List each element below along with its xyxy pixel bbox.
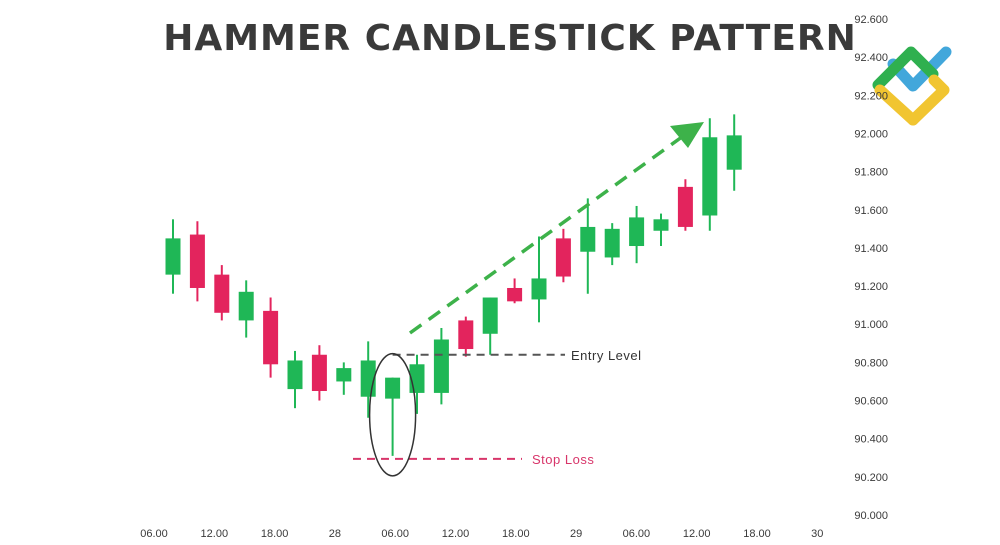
candle-body-bearish — [507, 287, 523, 302]
candle-body-bearish — [263, 310, 279, 365]
candle-body-bearish — [189, 234, 205, 288]
candle — [482, 297, 498, 355]
x-tick-label: 12.00 — [201, 528, 229, 540]
candle — [336, 362, 352, 395]
candle — [458, 316, 474, 357]
x-tick-label: 28 — [329, 528, 341, 540]
candle — [531, 236, 547, 323]
candle — [263, 297, 279, 378]
candle — [409, 354, 425, 414]
candle — [238, 280, 254, 338]
candle-body-bullish — [287, 360, 303, 390]
candle-body-bullish — [726, 135, 742, 170]
y-tick-label: 92.200 — [854, 90, 888, 102]
candle-body-bullish — [385, 377, 401, 399]
chart-title: HAMMER CANDLESTICK PATTERN — [163, 18, 857, 59]
candle-body-bullish — [580, 226, 596, 252]
candle — [702, 118, 718, 231]
candle — [726, 114, 742, 191]
candle — [555, 228, 571, 283]
candle-body-bullish — [653, 219, 669, 231]
candle-body-bearish — [214, 274, 230, 313]
stop-loss-label: Stop Loss — [532, 452, 594, 467]
x-tick-label: 12.00 — [683, 528, 711, 540]
y-tick-label: 91.800 — [854, 167, 888, 179]
y-tick-label: 92.000 — [854, 128, 888, 140]
candle-body-bullish — [433, 339, 449, 393]
y-tick-label: 91.000 — [854, 319, 888, 331]
candle — [507, 278, 523, 304]
candle — [287, 350, 303, 409]
candle-body-bearish — [677, 186, 693, 227]
candle — [165, 219, 181, 294]
candle-body-bullish — [604, 228, 620, 258]
y-tick-label: 91.600 — [854, 205, 888, 217]
candle-body-bearish — [311, 354, 327, 391]
x-tick-label: 06.00 — [623, 528, 651, 540]
y-tick-label: 91.200 — [854, 281, 888, 293]
y-tick-label: 90.000 — [854, 510, 888, 522]
candle — [214, 265, 230, 321]
candle — [311, 345, 327, 401]
y-tick-label: 90.400 — [854, 434, 888, 446]
annotations: Entry Level Stop Loss — [353, 122, 704, 477]
y-axis: 92.600 92.400 92.200 92.000 91.800 91.600 91.4… — [854, 14, 888, 522]
candle — [629, 205, 645, 264]
candle-body-bullish — [238, 291, 254, 321]
candle — [433, 328, 449, 405]
x-tick-label: 06.00 — [381, 528, 409, 540]
x-axis: 06.00 12.00 18.00 28 06.00 12.00 18.00 29 06.00 1… — [140, 528, 823, 540]
y-tick-label: 90.600 — [854, 396, 888, 408]
candle-body-bullish — [482, 297, 498, 334]
x-tick-label: 18.00 — [502, 528, 530, 540]
candles — [165, 114, 742, 456]
candle-body-bullish — [702, 137, 718, 216]
candle-body-bullish — [531, 278, 547, 300]
brand-logo-icon — [872, 46, 952, 126]
candle — [189, 221, 205, 302]
candle-body-bearish — [458, 320, 474, 350]
candle-body-bullish — [336, 368, 352, 382]
candle — [677, 179, 693, 231]
candle — [653, 213, 669, 247]
trend-arrow — [408, 132, 688, 335]
x-tick-label: 18.00 — [261, 528, 289, 540]
x-tick-label: 18.00 — [743, 528, 771, 540]
candle-body-bearish — [555, 238, 571, 277]
candle — [604, 223, 620, 266]
candle-body-bullish — [165, 238, 181, 275]
x-tick-label: 12.00 — [442, 528, 470, 540]
y-tick-label: 92.400 — [854, 52, 888, 64]
x-tick-label: 29 — [570, 528, 582, 540]
candle — [580, 198, 596, 294]
candle — [385, 377, 401, 456]
entry-level-label: Entry Level — [571, 348, 642, 363]
y-tick-label: 92.600 — [854, 14, 888, 26]
y-tick-label: 91.400 — [854, 243, 888, 255]
x-tick-label: 06.00 — [140, 528, 168, 540]
x-tick-label: 30 — [811, 528, 823, 540]
hammer-highlight-ellipse — [368, 352, 417, 477]
candle-body-bullish — [629, 217, 645, 247]
trend-arrowhead-icon — [670, 122, 704, 148]
y-tick-label: 90.200 — [854, 472, 888, 484]
y-tick-label: 90.800 — [854, 357, 888, 369]
